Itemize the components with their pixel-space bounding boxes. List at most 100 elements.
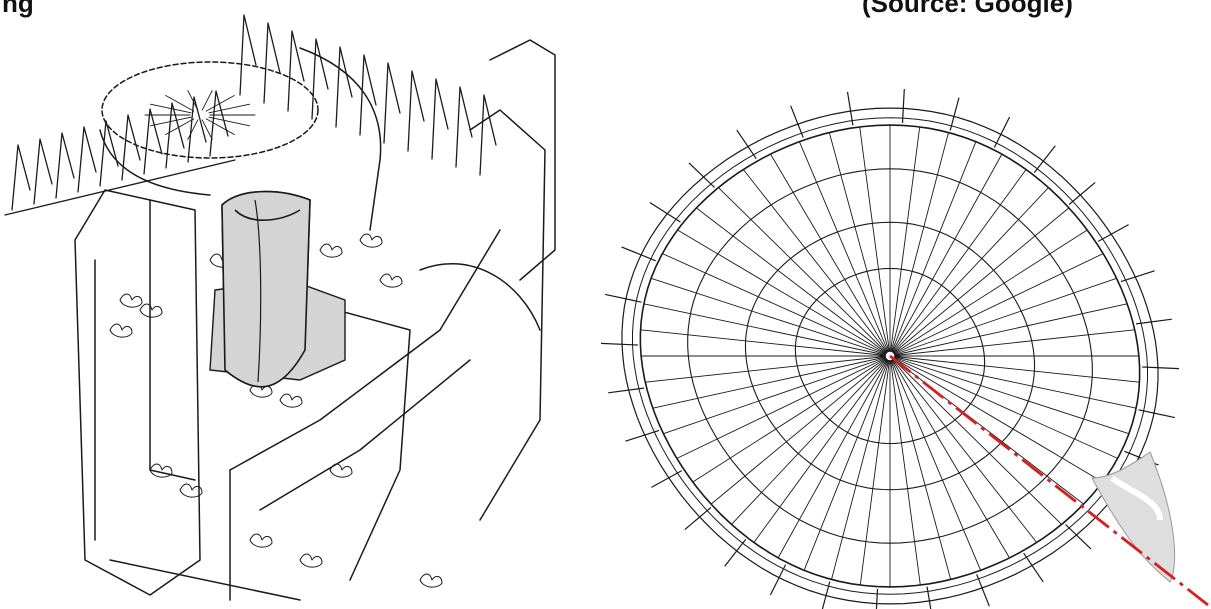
roof-radial-tick — [165, 95, 195, 112]
plan-radial-line — [889, 126, 921, 357]
plan-radial-line — [889, 329, 1135, 357]
plan-mast — [1065, 524, 1092, 550]
stadium-roof-oval — [101, 61, 319, 159]
tree-scribble — [139, 303, 163, 318]
plan-radial-line — [889, 207, 1070, 357]
foreground-block — [74, 189, 201, 596]
tree-scribble — [319, 243, 343, 258]
plan-mast — [976, 574, 990, 607]
plan-radial-line — [677, 229, 891, 357]
mast-left — [165, 102, 185, 169]
plan-mast — [901, 88, 905, 124]
roof-radial-tick — [208, 116, 251, 127]
plan-radial-lines — [640, 125, 1140, 587]
plan-mast — [769, 564, 787, 596]
right-building-2 — [469, 109, 546, 521]
plan-mast — [1033, 145, 1056, 173]
mast-left — [209, 90, 229, 157]
plan-mast — [875, 588, 879, 609]
plan-radial-line — [828, 132, 891, 357]
tower-facade-line — [254, 199, 262, 383]
plan-ring — [639, 124, 1141, 588]
stadium-bowl-front — [99, 129, 211, 196]
plan-radial-line — [753, 355, 891, 543]
plan-radial-line — [889, 355, 952, 580]
tree-scribble — [179, 483, 203, 498]
mast-left — [99, 120, 119, 187]
plan-mast — [651, 470, 683, 488]
plan-mast — [649, 201, 681, 223]
right-building-curve — [419, 263, 541, 331]
mast-left-rail — [4, 159, 236, 216]
plan-ring — [794, 267, 986, 445]
plan-mast — [1135, 318, 1172, 325]
roof-radial-tick — [208, 103, 251, 114]
mast-top — [335, 46, 353, 128]
plan-mast — [1097, 224, 1129, 242]
tower-front — [221, 190, 311, 388]
plan-mast — [790, 105, 804, 138]
sightline-group — [889, 354, 1209, 607]
tree-scribble — [359, 233, 383, 248]
plan-radial-line — [831, 355, 891, 580]
plan-mast — [1023, 552, 1044, 583]
plan-radial-line — [859, 355, 891, 586]
mast-top — [359, 54, 377, 136]
plan-rings — [621, 107, 1159, 605]
tower-footprint-notch — [1110, 475, 1163, 521]
aerial-sketch — [4, 14, 556, 601]
plan-radial-line — [663, 355, 891, 435]
plan-radial-line — [640, 329, 891, 357]
tree-scribble — [379, 273, 403, 288]
plan-outer-inner-ring — [632, 117, 1148, 595]
plan-mast — [608, 387, 645, 394]
caption-right: (Source: Google) — [862, 0, 1073, 18]
plan-radial-line — [889, 277, 1117, 357]
plan-mast — [1120, 270, 1155, 283]
plan-radial-line — [889, 355, 1038, 543]
plan-mast — [846, 91, 854, 126]
roof-radial-tick — [201, 90, 213, 111]
roof-radial-tick — [205, 118, 235, 135]
plan-outer-ring — [621, 107, 1159, 605]
plan-radial-line — [889, 303, 1128, 357]
plan-radial-line — [889, 355, 982, 571]
plan-mast — [684, 507, 712, 531]
plan-radial-line — [643, 303, 891, 357]
mast-left — [77, 126, 97, 193]
mast-left — [143, 108, 163, 175]
plan-mast — [688, 162, 715, 188]
plan-radial-line — [889, 169, 1027, 357]
plan-radial-line — [889, 355, 921, 586]
plan-radial-line — [742, 169, 891, 357]
plan-radial-line — [889, 355, 1010, 559]
plan-radial-line — [731, 355, 891, 525]
mast-top — [407, 70, 425, 152]
plan-radial-line — [889, 153, 1003, 357]
plan-ring — [744, 221, 1036, 491]
plan-radial-line — [889, 355, 1130, 435]
tree-scribble — [419, 573, 443, 588]
plan-radial-line — [889, 355, 1137, 409]
plan-mast — [949, 97, 960, 131]
plan-radial-line — [676, 355, 891, 459]
tree-scribble — [249, 533, 273, 548]
roof-grid-plan — [600, 88, 1180, 609]
plan-radial-line — [803, 355, 891, 571]
plan-radial-line — [889, 253, 1104, 357]
plaza-edge — [109, 559, 301, 601]
plan-radial-line — [889, 132, 949, 357]
tree-scribble — [299, 553, 323, 568]
road-lower — [259, 359, 471, 511]
plan-radial-line — [710, 355, 891, 505]
middle-block — [299, 299, 411, 581]
plan-radial-line — [650, 277, 891, 357]
road-upper — [229, 229, 501, 471]
plan-radial-line — [889, 355, 1118, 459]
plan-mast — [724, 539, 747, 567]
mast-left — [55, 132, 75, 199]
plan-radial-line — [645, 355, 891, 383]
plan-mast — [926, 586, 932, 609]
plan-radial-line — [692, 355, 891, 483]
mast-left — [187, 96, 207, 163]
